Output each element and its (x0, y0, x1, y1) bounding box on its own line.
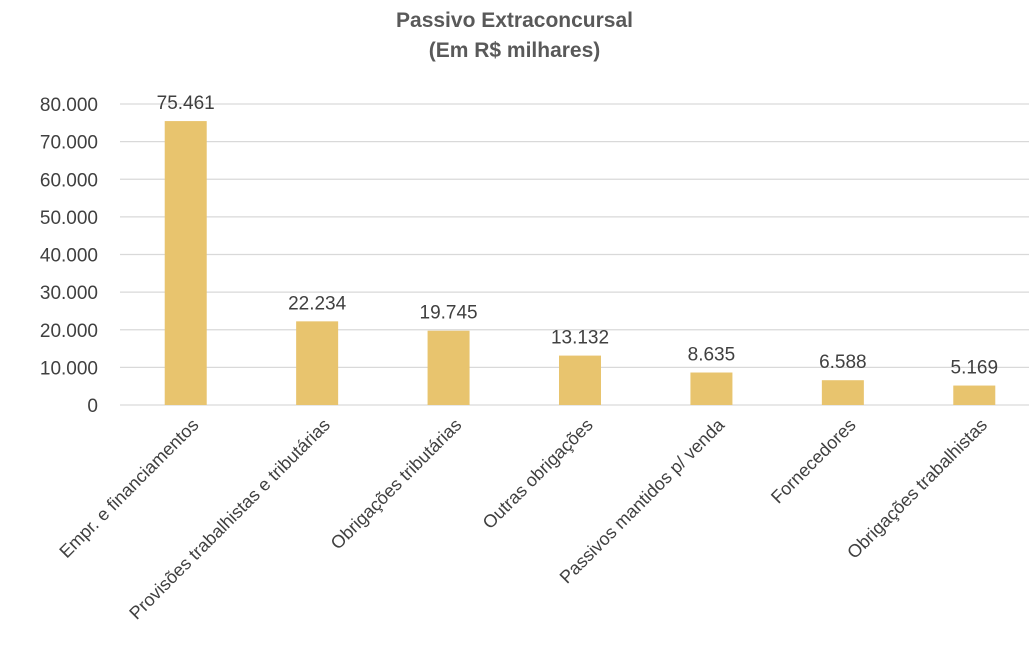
x-category-label: Outras obrigações (479, 415, 597, 533)
data-label: 19.745 (420, 303, 478, 324)
bar (559, 355, 601, 405)
y-tick-label: 80.000 (40, 95, 98, 116)
x-category-label: Obrigações trabalhistas (843, 415, 991, 563)
chart-subtitle: (Em R$ milhares) (428, 39, 601, 62)
bar (953, 385, 996, 405)
bar (296, 321, 339, 405)
y-tick-label: 40.000 (40, 246, 98, 267)
bar (690, 372, 733, 405)
y-tick-label: 10.000 (40, 358, 98, 379)
data-label: 13.132 (551, 328, 609, 349)
data-label: 22.234 (288, 293, 347, 314)
y-tick-label: 30.000 (40, 283, 98, 304)
y-tick-label: 70.000 (40, 133, 98, 154)
data-label: 5.169 (951, 358, 999, 379)
bar (821, 380, 864, 405)
chart-title: Passivo Extraconcursal (396, 9, 633, 32)
data-label: 75.461 (157, 93, 215, 114)
x-category-label: Obrigações tributárias (327, 415, 466, 554)
data-label: 6.588 (819, 352, 867, 373)
x-category-label: Fornecedores (767, 415, 860, 508)
y-tick-label: 60.000 (40, 170, 98, 191)
y-tick-label: 50.000 (40, 208, 98, 229)
data-label: 8.635 (688, 345, 736, 366)
y-tick-label: 0 (87, 396, 98, 417)
y-tick-label: 20.000 (40, 321, 98, 342)
bar (164, 121, 207, 405)
bar (427, 330, 470, 405)
x-category-label: Empr. e financiamentos (55, 415, 202, 562)
